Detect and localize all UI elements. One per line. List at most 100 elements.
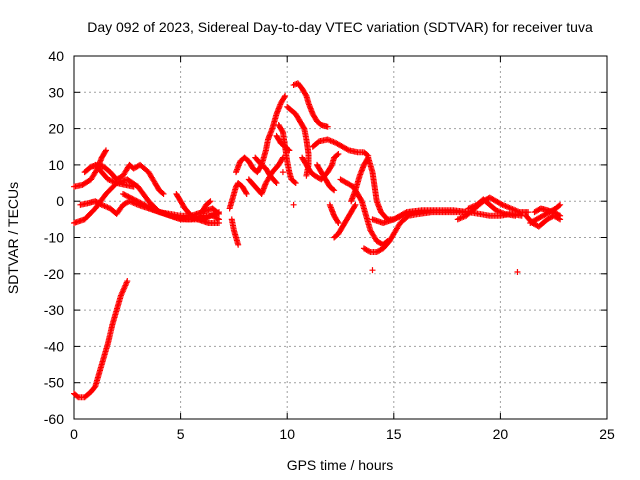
data-point-marker	[144, 203, 151, 210]
data-point-marker	[351, 203, 358, 210]
data-point-marker	[138, 200, 145, 207]
data-point-marker	[206, 213, 213, 220]
outlier-points	[279, 169, 521, 275]
data-point-marker	[335, 151, 342, 158]
series-arc-v	[326, 201, 342, 226]
data-point-marker	[279, 169, 286, 176]
data-point-marker	[273, 180, 280, 187]
data-point-marker	[328, 163, 335, 170]
data-point-marker	[512, 212, 519, 219]
series-arc-b	[71, 147, 109, 190]
data-point-marker	[126, 194, 133, 201]
data-point-marker	[291, 179, 298, 186]
data-point-marker	[369, 267, 376, 274]
data-point-marker	[130, 196, 137, 203]
data-point-marker	[331, 187, 338, 194]
axis-ticks: 0 5 10 15 20 25 -60 -50 -40 -30 -20 -10 0 10 20 30 40	[44, 48, 615, 442]
data-point-marker	[555, 211, 562, 218]
data-point-marker	[124, 278, 131, 285]
data-point-marker	[207, 198, 214, 205]
data-point-marker	[146, 204, 153, 211]
data-point-marker	[358, 196, 365, 203]
y-tick-label: 30	[48, 84, 64, 100]
data-point-marker	[122, 192, 129, 199]
data-point-marker	[215, 209, 222, 216]
data-point-marker	[130, 183, 137, 190]
data-point-marker	[302, 91, 309, 98]
series-arc-h	[173, 190, 222, 223]
data-point-marker	[148, 205, 155, 212]
y-axis-label: SDTVAR / TECUs	[5, 182, 21, 294]
data-point-marker	[557, 201, 564, 208]
series-arc-j	[228, 216, 242, 248]
y-tick-label: 20	[48, 121, 64, 137]
data-point-marker	[286, 147, 293, 154]
data-point-marker	[242, 189, 249, 196]
data-point-marker	[334, 218, 341, 225]
series-arc-k	[226, 180, 250, 212]
data-point-marker	[125, 193, 132, 200]
series-arc-a	[71, 278, 131, 401]
y-tick-label: 40	[48, 48, 64, 64]
data-point-marker	[193, 215, 200, 222]
data-point-marker	[243, 190, 250, 197]
series-arc-w	[331, 201, 359, 241]
y-tick-label: -50	[44, 375, 64, 391]
data-point-marker	[352, 201, 359, 208]
data-point-marker	[160, 190, 167, 197]
data-point-marker	[334, 151, 341, 158]
data-point-marker	[300, 124, 307, 131]
data-point-marker	[279, 128, 286, 135]
data-point-marker	[344, 146, 351, 153]
data-point-marker	[498, 201, 505, 208]
data-point-marker	[149, 205, 156, 212]
series-arc-f	[92, 161, 137, 190]
x-tick-label: 10	[279, 426, 295, 442]
series-arc-u	[314, 161, 338, 194]
data-point-marker	[140, 201, 147, 208]
data-point-marker	[279, 154, 286, 161]
grid-lines	[74, 56, 607, 419]
data-point-marker	[102, 148, 109, 155]
data-point-marker	[557, 212, 564, 219]
data-point-marker	[120, 190, 127, 197]
data-point-marker	[142, 202, 149, 209]
series-arc-q	[290, 80, 331, 130]
data-point-marker	[330, 186, 337, 193]
series-arc-z	[360, 209, 468, 256]
data-point-marker	[129, 195, 136, 202]
series-arc-af	[531, 205, 564, 219]
y-tick-label: -30	[44, 302, 64, 318]
x-tick-label: 20	[493, 426, 509, 442]
data-point-marker	[281, 94, 288, 101]
data-point-marker	[74, 393, 81, 400]
data-point-marker	[137, 199, 144, 206]
data-point-marker	[150, 206, 157, 213]
x-tick-label: 5	[177, 426, 185, 442]
x-tick-label: 15	[386, 426, 402, 442]
x-tick-label: 0	[70, 426, 78, 442]
data-point-marker	[324, 123, 331, 130]
data-point-marker	[134, 198, 141, 205]
data-point-marker	[124, 192, 131, 199]
data-point-marker	[290, 201, 297, 208]
data-point-marker	[206, 199, 213, 206]
data-point-marker	[514, 268, 521, 275]
data-point-marker	[402, 209, 409, 216]
series-arc-t	[309, 136, 372, 159]
y-tick-label: -40	[44, 338, 64, 354]
data-point-marker	[141, 201, 148, 208]
y-tick-label: -10	[44, 230, 64, 246]
x-axis-label: GPS time / hours	[287, 457, 394, 473]
y-tick-label: -20	[44, 266, 64, 282]
data-point-marker	[235, 241, 242, 248]
data-point-marker	[215, 219, 222, 226]
data-point-marker	[102, 147, 109, 154]
data-point-marker	[272, 179, 279, 186]
data-point-marker	[335, 219, 342, 226]
data-point-marker	[366, 248, 373, 255]
x-tick-label: 25	[599, 426, 615, 442]
data-point-marker	[285, 146, 292, 153]
data-point-marker	[303, 172, 310, 179]
